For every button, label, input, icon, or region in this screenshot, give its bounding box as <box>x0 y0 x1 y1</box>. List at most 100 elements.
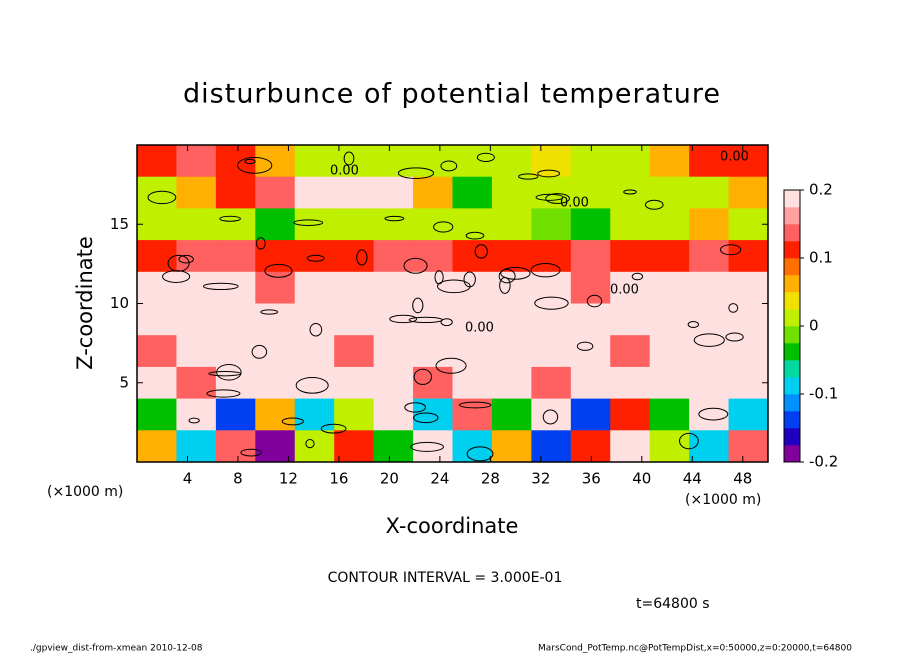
heat-cell <box>294 271 335 304</box>
heat-cell <box>373 145 414 178</box>
contour-line <box>410 441 444 452</box>
x-tick-label: 28 <box>481 470 500 488</box>
contour-interval: CONTOUR INTERVAL = 3.000E-01 <box>328 570 563 586</box>
heat-cell <box>491 271 532 304</box>
heat-cell <box>334 240 375 273</box>
contour-line <box>728 303 739 313</box>
heat-cell <box>610 240 651 273</box>
contour-line <box>466 446 494 462</box>
heat-cell <box>137 208 177 241</box>
heat-cell <box>215 240 256 273</box>
heat-cell <box>728 303 769 336</box>
heat-cell <box>373 398 414 431</box>
x-tick-label: 36 <box>582 470 601 488</box>
heat-cell <box>294 335 335 368</box>
heat-cell <box>570 398 611 431</box>
heat-cell <box>137 240 177 273</box>
contour-line <box>725 332 744 342</box>
colorbar-swatch <box>784 377 800 395</box>
heat-cell <box>452 271 493 304</box>
heat-cell <box>491 208 532 241</box>
heat-cell <box>531 335 572 368</box>
heat-cell <box>137 398 177 431</box>
heat-cell <box>294 145 335 178</box>
contour-line <box>219 215 241 222</box>
contour-line <box>499 276 511 294</box>
heat-cell <box>610 176 651 209</box>
heat-cell <box>452 398 493 431</box>
heat-cell <box>294 176 335 209</box>
heat-cell <box>137 366 177 400</box>
heat-cell <box>689 303 730 336</box>
colorbar-swatch <box>784 309 800 327</box>
heat-cell <box>649 303 690 336</box>
contour-line <box>474 244 488 259</box>
x-tick-label: 40 <box>632 470 651 488</box>
contour-line <box>476 152 495 163</box>
x-tick-label: 4 <box>183 470 193 488</box>
heat-cell <box>334 303 375 336</box>
heat-cell <box>649 398 690 431</box>
heat-cell <box>689 271 730 304</box>
contour-line <box>264 263 293 278</box>
colorbar-swatch <box>784 445 800 463</box>
contour-label: 0.00 <box>330 164 359 179</box>
contour-line <box>623 189 637 195</box>
x-tick-label: 44 <box>683 470 702 488</box>
contour-line <box>389 314 418 324</box>
contour-line <box>251 344 268 359</box>
y-axis-title: Z-coordinate <box>73 236 97 370</box>
heat-cell <box>294 240 335 273</box>
x-tick-label: 20 <box>380 470 399 488</box>
heat-cell <box>689 240 730 273</box>
contour-line <box>534 296 569 310</box>
contour-line <box>440 160 458 172</box>
heat-cell <box>255 398 296 431</box>
heat-cell <box>215 303 256 336</box>
heat-cell <box>689 335 730 368</box>
heat-cell <box>610 145 651 178</box>
heat-cell <box>294 208 335 241</box>
heat-cell <box>294 398 335 431</box>
heat-cell <box>215 335 256 368</box>
y-tick-label: 15 <box>110 215 129 233</box>
heat-cell <box>491 303 532 336</box>
x-tick-label: 24 <box>430 470 449 488</box>
heat-cell <box>413 366 453 400</box>
heat-cell <box>255 335 296 368</box>
heat-cell <box>610 208 651 241</box>
colorbar-swatch <box>784 292 800 310</box>
heat-cell <box>255 303 296 336</box>
heat-cell <box>413 240 453 273</box>
contour-line <box>545 193 570 204</box>
contour-line <box>178 254 194 264</box>
heat-cell <box>570 240 611 273</box>
heat-cell <box>413 303 453 336</box>
contour-line <box>440 318 453 327</box>
x-tick-label: 16 <box>329 470 348 488</box>
contour-line <box>305 438 315 449</box>
heat-cell <box>728 176 769 209</box>
heat-cell <box>334 208 375 241</box>
heat-cell <box>373 303 414 336</box>
heat-cell <box>491 430 532 463</box>
colorbar-tick-label: 0.1 <box>809 249 833 267</box>
heat-cell <box>255 366 296 400</box>
contour-line <box>644 199 664 210</box>
heat-cell <box>531 145 572 178</box>
heat-cell <box>531 208 572 241</box>
heat-cell <box>649 271 690 304</box>
contour-line <box>255 237 266 250</box>
heat-cell <box>689 176 730 209</box>
y-tick-label: 10 <box>110 294 129 312</box>
heat-cell <box>728 398 769 431</box>
colorbar-swatch <box>784 258 800 276</box>
heat-cell <box>689 366 730 400</box>
contour-line <box>281 417 304 426</box>
contour-line <box>412 297 424 314</box>
heat-cell <box>531 303 572 336</box>
contour-line <box>408 316 443 324</box>
contour-line <box>433 221 454 233</box>
contour-line <box>498 268 516 284</box>
heat-cell <box>176 430 217 463</box>
